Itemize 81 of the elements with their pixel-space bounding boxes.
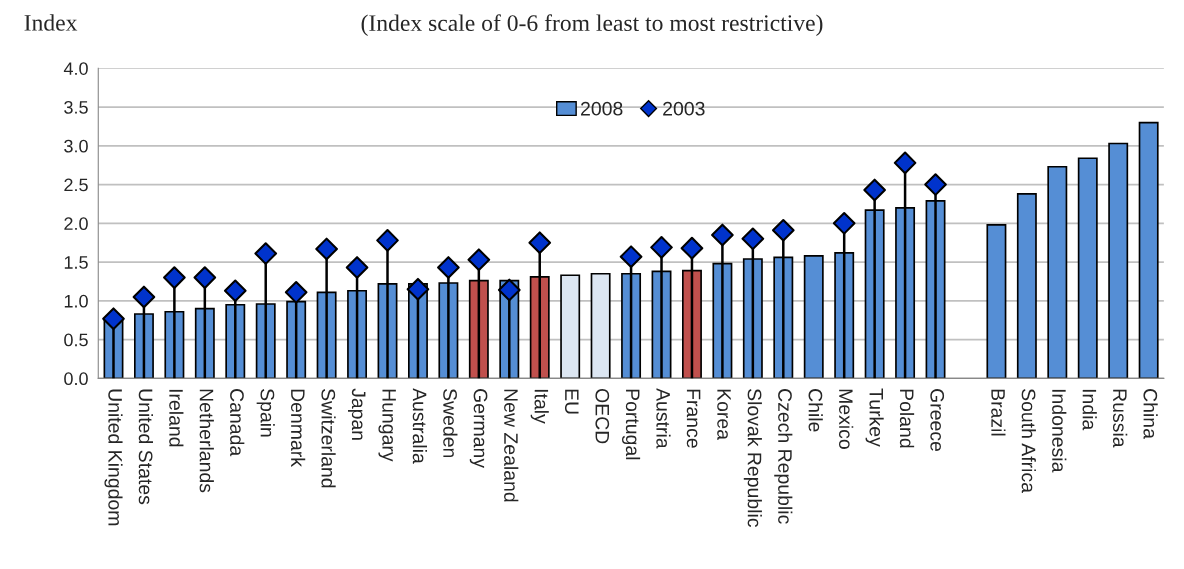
x-tick-label: Italy: [530, 389, 549, 424]
point: [102, 307, 125, 331]
point: [163, 266, 186, 289]
point: [680, 236, 704, 260]
x-tick-label: China: [1143, 389, 1158, 439]
x-tick-label: Spain: [256, 388, 275, 437]
x-tick-label: United Kingdom: [104, 389, 123, 526]
x-tick-label: Slovak Republic: [743, 388, 762, 528]
x-tick-label: Russia: [1112, 389, 1128, 448]
legend-label: 2008: [581, 101, 623, 116]
x-tick-label: France: [686, 389, 701, 448]
point: [315, 237, 338, 261]
bar: [1047, 165, 1068, 379]
x-tick-label: Denmark: [290, 389, 306, 468]
y-tick-label: 4.0: [63, 62, 88, 75]
bar: [803, 255, 824, 379]
bar: [1077, 157, 1098, 379]
x-tick-label: Japan: [348, 388, 366, 440]
y-tick-label: 1.0: [64, 294, 88, 308]
point: [284, 280, 308, 304]
point: [650, 236, 673, 259]
x-tick-label: Indonesia: [1052, 389, 1067, 473]
bar: [1016, 193, 1037, 379]
x-tick-label: Netherlands: [199, 389, 214, 493]
y-tick-label: 2.5: [64, 178, 88, 192]
x-tick-label: Portugal: [622, 389, 641, 460]
point: [437, 256, 460, 279]
x-tick-label: Czech Republic: [774, 389, 793, 524]
x-tick-label: New Zealand: [504, 389, 519, 502]
point: [893, 151, 917, 175]
x-tick-label: South Africa: [1021, 388, 1036, 493]
y-tick-label: 3.5: [64, 100, 88, 114]
point: [924, 173, 947, 196]
x-tick-label: Chile: [808, 389, 823, 432]
point: [832, 211, 856, 235]
point: [711, 223, 734, 247]
y-axis-title: Index: [24, 14, 78, 31]
x-tick-label: Turkey: [865, 388, 884, 447]
point: [193, 266, 217, 289]
point: [345, 256, 369, 279]
x-tick-label: Hungary: [378, 389, 396, 462]
x-tick-label: Sweden: [443, 388, 458, 458]
point: [406, 277, 430, 301]
point: [254, 242, 278, 265]
bar: [1138, 121, 1159, 379]
x-tick-label: Mexico: [838, 389, 854, 449]
point: [223, 279, 247, 303]
point: [741, 227, 765, 251]
point: [376, 229, 399, 252]
x-tick-label: OECD: [595, 389, 610, 444]
legend-label: 2003: [663, 101, 705, 116]
y-tick-label: 3.0: [64, 139, 88, 153]
y-tick-label: 0.0: [64, 372, 88, 386]
point: [497, 278, 521, 302]
x-tick-label: EU: [564, 389, 579, 414]
x-tick-label: Poland: [899, 389, 915, 448]
x-tick-label: Ireland: [169, 389, 184, 447]
x-tick-label: Canada: [230, 389, 245, 457]
x-tick-label: Australia: [412, 388, 428, 464]
y-tick-label: 1.5: [64, 256, 88, 269]
bar: [986, 224, 1007, 379]
x-tick-label: India: [1082, 389, 1097, 431]
x-tick-label: Korea: [717, 389, 731, 440]
point: [132, 285, 156, 309]
point: [771, 218, 795, 242]
y-tick-label: 2.0: [64, 217, 88, 231]
point: [619, 245, 643, 269]
x-tick-label: Greece: [930, 389, 945, 452]
point: [863, 178, 886, 202]
x-tick-label: Germany: [469, 389, 488, 469]
point: [528, 231, 552, 255]
point: [467, 248, 491, 272]
x-tick-label: Austria: [656, 388, 671, 449]
y-tick-label: 0.5: [64, 333, 88, 347]
chart-subtitle: (Index scale of 0-6 from least to most restrictive): [361, 14, 823, 36]
x-tick-label: Brazil: [991, 389, 1006, 436]
x-tick-label: United States: [138, 389, 153, 505]
bar: [560, 274, 581, 379]
bar: [1108, 142, 1129, 379]
bar: [590, 272, 611, 379]
x-tick-label: Switzerland: [321, 388, 336, 488]
